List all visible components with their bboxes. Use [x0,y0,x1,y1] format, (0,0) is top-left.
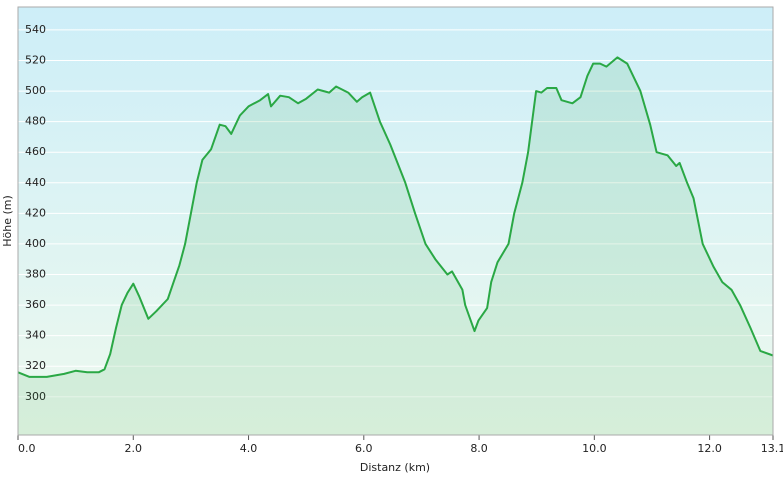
plot-border [17,6,774,436]
y-tick-label: 300 [25,390,46,403]
x-tick-label: 10.0 [582,442,607,455]
y-tick-label: 420 [25,206,46,219]
x-tick-label: 2.0 [125,442,143,455]
y-tick-label: 360 [25,298,46,311]
y-tick-label: 320 [25,359,46,372]
y-tick-label: 340 [25,329,46,342]
y-tick-label: 480 [25,115,46,128]
y-tick-label: 540 [25,23,46,36]
area [18,57,773,436]
x-tick-label: 8.0 [470,442,488,455]
x-tick-label: 0.0 [18,442,36,455]
x-axis-label: Distanz (km) [360,461,430,474]
y-tick-label: 520 [25,54,46,67]
plot-background [18,7,773,435]
y-axis-label: Höhe (m) [1,195,14,247]
line [17,56,774,378]
x-tick-label: 13.1 [761,442,783,455]
y-tick-label: 500 [25,84,46,97]
x-tick-label: 12.0 [697,442,722,455]
y-tick-label: 400 [25,237,46,250]
y-tick-label: 380 [25,268,46,281]
y-tick-label: 460 [25,145,46,158]
y-tick-label: 440 [25,176,46,189]
x-tick-label: 4.0 [240,442,258,455]
x-tick-label: 6.0 [355,442,373,455]
